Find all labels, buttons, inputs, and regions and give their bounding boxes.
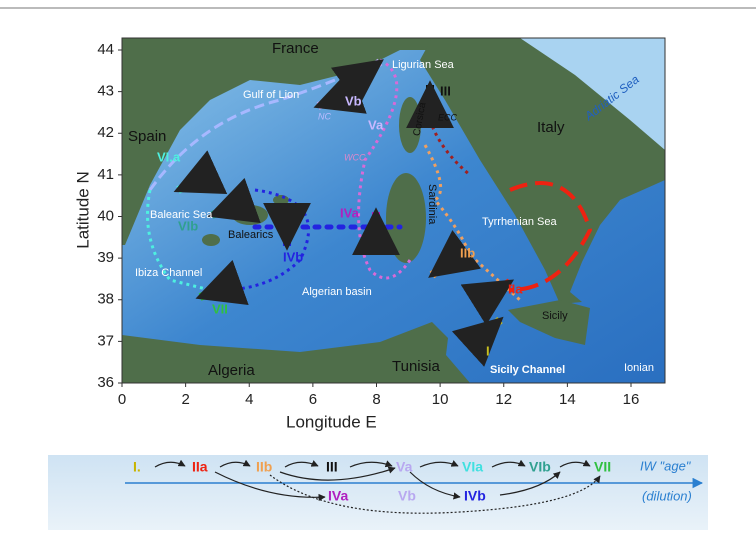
- water-mass-label: IIa: [508, 281, 523, 296]
- path-wcc: [357, 58, 412, 280]
- place-label: Italy: [537, 119, 565, 136]
- sea-label: Tyrrhenian Sea: [482, 216, 557, 228]
- current-label: ECC: [438, 112, 458, 122]
- water-mass-label: I: [486, 343, 490, 358]
- sea-label: Ligurian Sea: [392, 59, 455, 71]
- seq-arrow: [491, 459, 526, 468]
- sea-label: Algerian basin: [302, 286, 372, 298]
- map-frame: [121, 37, 666, 384]
- arrow-vii: [195, 259, 249, 306]
- sequence-label: VIa: [462, 459, 483, 475]
- place-label: Balearics: [228, 229, 274, 241]
- sequence-label: VIb: [529, 459, 551, 475]
- arrow-iib: [428, 230, 482, 279]
- ibiza-shape: [202, 234, 220, 246]
- y-axis-label: Latitude N: [73, 171, 92, 249]
- sea-label: Ionian: [624, 362, 654, 374]
- seq-arrow: [559, 459, 591, 468]
- y-tick-label: 36: [97, 374, 114, 391]
- water-mass-label: IVa: [340, 205, 360, 220]
- seq-arrow: [279, 466, 396, 481]
- y-tick-label: 44: [97, 41, 114, 58]
- seq-arrow: [419, 460, 459, 468]
- y-tick-label: 40: [97, 207, 114, 224]
- place-label: Sardinia: [426, 184, 438, 225]
- seq-arrow: [269, 474, 601, 514]
- arrow-via: [173, 150, 228, 194]
- x-tick-label: 16: [623, 391, 640, 408]
- y-tick-label: 41: [97, 166, 114, 183]
- y-tick-label: 42: [97, 124, 114, 141]
- sequence-label: IVb: [464, 488, 486, 504]
- sequence-strip: [48, 455, 708, 530]
- x-tick-label: 10: [432, 391, 449, 408]
- place-label: Spain: [128, 128, 166, 145]
- water-mass-label: Vb: [345, 93, 362, 108]
- land-africa: [122, 322, 470, 383]
- adriatic: [520, 38, 665, 150]
- x-tick-label: 4: [245, 391, 253, 408]
- sequence-label: IIb: [256, 459, 272, 475]
- sequence-label: Va: [396, 459, 413, 475]
- seq-arrow: [409, 471, 461, 500]
- y-tick-label: 39: [97, 249, 114, 266]
- seq-arrow: [349, 460, 393, 468]
- water-mass-label: VIb: [178, 218, 198, 233]
- sequence-label: IIa: [192, 459, 208, 475]
- sardinia-shape: [386, 173, 426, 263]
- x-tick-label: 0: [118, 391, 126, 408]
- current-label: NC: [318, 111, 331, 121]
- sequence-label: IVa: [328, 488, 348, 504]
- sea-label: Balearic Sea: [150, 209, 213, 221]
- x-tick-label: 14: [559, 391, 576, 408]
- sequence-label: VII: [594, 459, 611, 475]
- water-mass-label: IVb: [283, 249, 303, 264]
- water-mass-label: III: [440, 83, 451, 98]
- place-label: Algeria: [208, 362, 255, 379]
- arrow-iia: [460, 278, 515, 326]
- place-label: Tunisia: [392, 358, 440, 375]
- arrow-vib: [207, 177, 261, 224]
- path-vi: [146, 189, 211, 292]
- x-tick-label: 12: [495, 391, 512, 408]
- sequence-label: Vb: [398, 488, 416, 504]
- water-mass-label: VII: [212, 301, 228, 316]
- x-tick-label: 6: [309, 391, 317, 408]
- sequence-arrows: [154, 459, 601, 514]
- age-axis-label: IW "age": [640, 458, 692, 473]
- place-label: Sicily: [542, 310, 568, 322]
- place-label: France: [272, 40, 319, 57]
- land-north: [122, 38, 432, 245]
- menorca-shape: [273, 195, 289, 205]
- path-ivb: [219, 188, 310, 292]
- age-axis-note: (dilution): [642, 488, 692, 503]
- y-tick-label: 38: [97, 291, 114, 308]
- seq-arrow: [154, 459, 186, 468]
- y-tick-label: 43: [97, 83, 114, 100]
- sea-label: Gulf of Lion: [243, 89, 299, 101]
- y-tick-label: 37: [97, 332, 114, 349]
- land-italy: [420, 38, 665, 304]
- x-tick-label: 8: [372, 391, 380, 408]
- water-mass-label: Va: [368, 117, 384, 132]
- map: France Spain Italy Algeria Tunisia Sardi…: [121, 37, 666, 384]
- x-axis-label: Longitude E: [286, 412, 377, 431]
- sicily-shape: [508, 300, 590, 345]
- arrows: [173, 58, 515, 367]
- seq-arrow: [499, 471, 561, 496]
- seq-arrow: [284, 460, 319, 468]
- water-mass-label: VI.a: [157, 149, 181, 164]
- sea-label: Sicily Channel: [490, 364, 565, 376]
- seq-arrow: [219, 459, 251, 468]
- sequence-label: I.: [133, 459, 141, 475]
- x-tick-label: 2: [181, 391, 189, 408]
- arrow-va: [330, 58, 384, 107]
- sea-label: Ibiza Channel: [135, 267, 202, 279]
- current-label: WCC: [344, 152, 366, 162]
- path-iia: [509, 181, 593, 292]
- water-mass-label: IIb: [460, 245, 475, 260]
- sequence-label: III: [326, 459, 338, 475]
